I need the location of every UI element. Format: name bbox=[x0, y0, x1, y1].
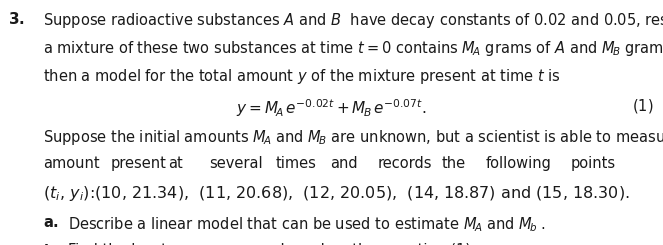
Text: several: several bbox=[209, 156, 263, 171]
Text: $(t_i,\, y_i)$:(10, 21.34),  (11, 20.68),  (12, 20.05),  (14, 18.87) and (15, 18: $(t_i,\, y_i)$:(10, 21.34), (11, 20.68),… bbox=[43, 184, 630, 203]
Text: following: following bbox=[486, 156, 552, 171]
Text: at: at bbox=[168, 156, 182, 171]
Text: present: present bbox=[111, 156, 166, 171]
Text: $\mathbf{a.}$: $\mathbf{a.}$ bbox=[43, 215, 59, 230]
Text: Describe a linear model that can be used to estimate $M_{\!A}$ and $M_{\!b}$ .: Describe a linear model that can be used… bbox=[68, 215, 546, 234]
Text: the: the bbox=[442, 156, 465, 171]
Text: $y=M_{\!A}\,e^{-0.02t}+M_{\!B}\,e^{-0.07t}.$: $y=M_{\!A}\,e^{-0.02t}+M_{\!B}\,e^{-0.07… bbox=[236, 97, 427, 119]
Text: Suppose the initial amounts $M_{\!A}$ and $M_{\!B}$ are unknown, but a scientist: Suppose the initial amounts $M_{\!A}$ an… bbox=[43, 128, 663, 147]
Text: a mixture of these two substances at time $\mathit{t}=0$ contains $M_{\!A}$ gram: a mixture of these two substances at tim… bbox=[43, 39, 663, 58]
Text: times: times bbox=[275, 156, 316, 171]
Text: then a model for the total amount $\mathit{y}$ of the mixture present at time $\: then a model for the total amount $\math… bbox=[43, 67, 561, 86]
Text: Suppose radioactive substances $\mathit{A}$ and $\mathit{B}$  have decay constan: Suppose radioactive substances $\mathit{… bbox=[43, 11, 663, 30]
Text: points: points bbox=[570, 156, 615, 171]
Text: $\mathbf{3.}$: $\mathbf{3.}$ bbox=[8, 11, 25, 27]
Text: $\mathbf{b.}$: $\mathbf{b.}$ bbox=[43, 244, 60, 245]
Text: and: and bbox=[330, 156, 358, 171]
Text: $(1)$: $(1)$ bbox=[632, 97, 653, 115]
Text: Find the least-squares curve based on the equation (1).: Find the least-squares curve based on th… bbox=[68, 244, 476, 245]
Text: amount: amount bbox=[43, 156, 99, 171]
Text: records: records bbox=[378, 156, 432, 171]
